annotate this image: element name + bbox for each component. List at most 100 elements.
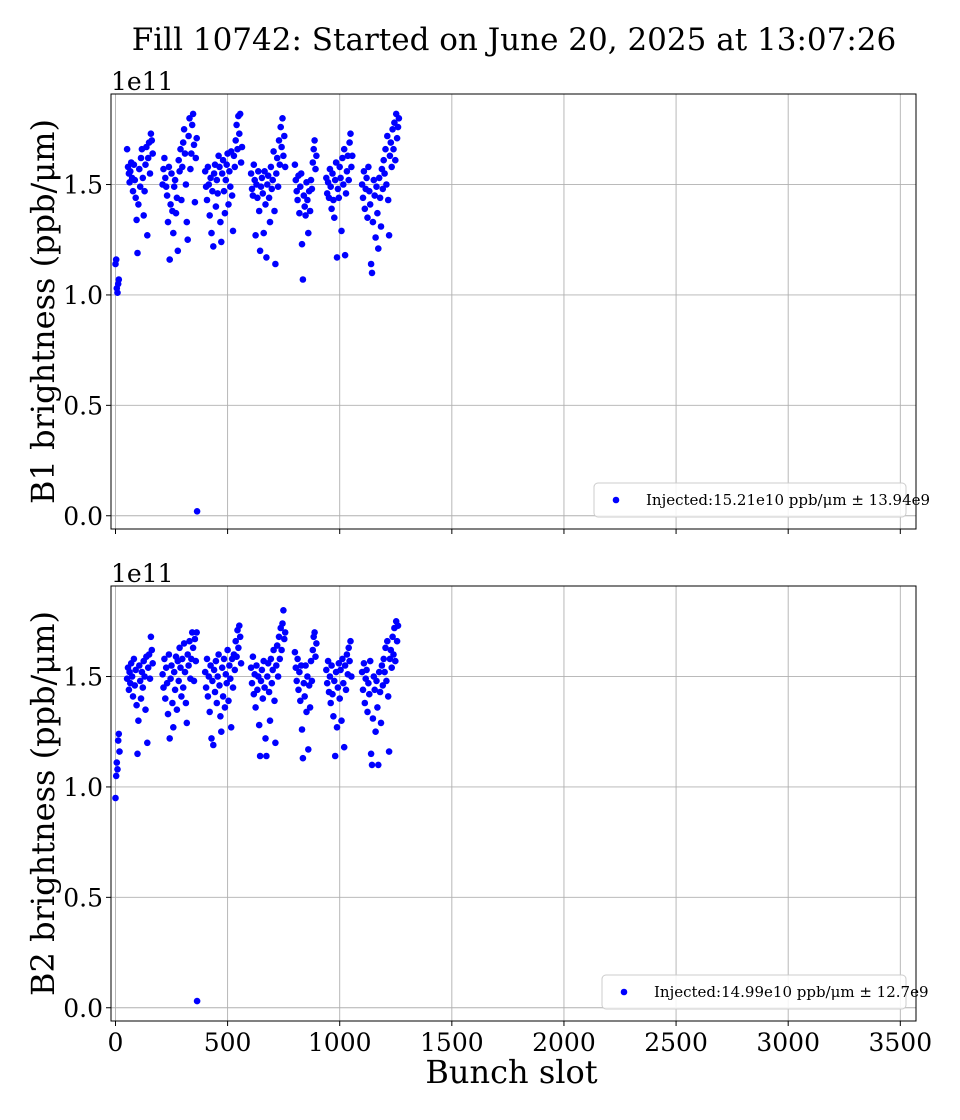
data-point: [231, 666, 239, 674]
data-point: [204, 163, 212, 171]
data-point: [236, 130, 243, 137]
data-point: [177, 145, 184, 153]
data-point: [165, 163, 173, 171]
data-point: [125, 686, 133, 694]
data-point: [168, 170, 175, 177]
data-point: [394, 123, 402, 131]
data-point: [235, 644, 242, 652]
data-point: [328, 662, 335, 669]
data-point: [297, 170, 305, 177]
data-point: [265, 688, 273, 696]
data-point: [270, 646, 277, 654]
data-point: [226, 662, 233, 669]
data-point: [140, 212, 147, 219]
data-point: [259, 190, 267, 197]
series-points: [112, 110, 403, 515]
data-point: [264, 673, 271, 680]
data-point: [307, 657, 315, 665]
data-point: [219, 693, 227, 700]
data-point: [178, 693, 185, 700]
data-point: [309, 159, 317, 166]
data-point: [377, 719, 385, 727]
data-point: [331, 752, 339, 760]
data-point: [372, 234, 379, 241]
data-point: [144, 232, 151, 239]
y-multiplier-label: 1e11: [111, 559, 174, 588]
data-point: [130, 655, 138, 663]
data-point: [162, 183, 170, 190]
data-point: [148, 646, 156, 654]
data-point: [393, 134, 401, 142]
data-point: [384, 196, 392, 204]
data-point: [327, 183, 335, 190]
data-point: [133, 701, 140, 709]
data-point: [184, 651, 191, 658]
data-point: [309, 646, 317, 654]
data-point: [115, 730, 123, 738]
data-point: [373, 677, 380, 685]
y-tick-label: 0.0: [63, 994, 103, 1023]
data-point: [386, 152, 394, 160]
data-point: [168, 662, 175, 669]
data-point: [218, 664, 226, 671]
data-point: [114, 289, 121, 297]
data-point: [335, 194, 343, 202]
data-point: [382, 644, 389, 652]
data-point: [368, 269, 376, 277]
data-point: [278, 646, 285, 654]
data-point: [334, 185, 342, 193]
data-point: [253, 662, 260, 669]
data-point: [190, 677, 198, 685]
data-point: [268, 679, 276, 687]
data-point: [304, 196, 311, 204]
data-point: [376, 688, 384, 696]
data-point: [337, 174, 344, 182]
data-point: [247, 664, 255, 671]
data-point: [345, 176, 353, 184]
data-point: [216, 163, 223, 171]
data-point: [363, 666, 370, 674]
data-point: [174, 247, 182, 255]
data-point: [113, 759, 121, 766]
data-point: [260, 229, 268, 237]
data-point: [339, 655, 346, 663]
data-point: [300, 679, 308, 687]
data-point: [336, 695, 344, 702]
data-point: [375, 174, 383, 182]
data-point: [230, 152, 238, 160]
data-point: [267, 655, 275, 663]
x-tick-label: 500: [204, 1028, 252, 1057]
data-point: [162, 174, 169, 182]
data-point: [214, 190, 221, 197]
data-point: [369, 715, 377, 722]
data-point: [330, 196, 337, 204]
data-point: [193, 508, 201, 515]
data-point: [208, 735, 215, 742]
data-point: [297, 183, 304, 190]
data-point: [387, 139, 395, 146]
data-point: [385, 748, 393, 755]
data-point: [311, 629, 318, 636]
data-point: [392, 156, 399, 164]
data-point: [254, 686, 261, 694]
data-point: [334, 684, 342, 691]
data-point: [367, 260, 375, 268]
data-point: [221, 209, 229, 217]
x-axis-label: Bunch slot: [425, 1053, 597, 1091]
data-point: [257, 677, 265, 685]
data-point: [379, 185, 387, 193]
y-tick-label: 0.5: [63, 391, 103, 420]
data-point: [203, 655, 211, 663]
data-point: [272, 260, 279, 268]
data-point: [172, 209, 180, 217]
data-point: [210, 243, 217, 250]
data-point: [341, 662, 349, 669]
data-point: [383, 677, 390, 685]
data-point: [340, 181, 347, 188]
data-point: [262, 735, 269, 742]
data-point: [340, 743, 348, 751]
data-point: [395, 115, 403, 122]
data-point: [146, 170, 154, 177]
data-point: [267, 163, 275, 171]
data-point: [347, 130, 354, 137]
